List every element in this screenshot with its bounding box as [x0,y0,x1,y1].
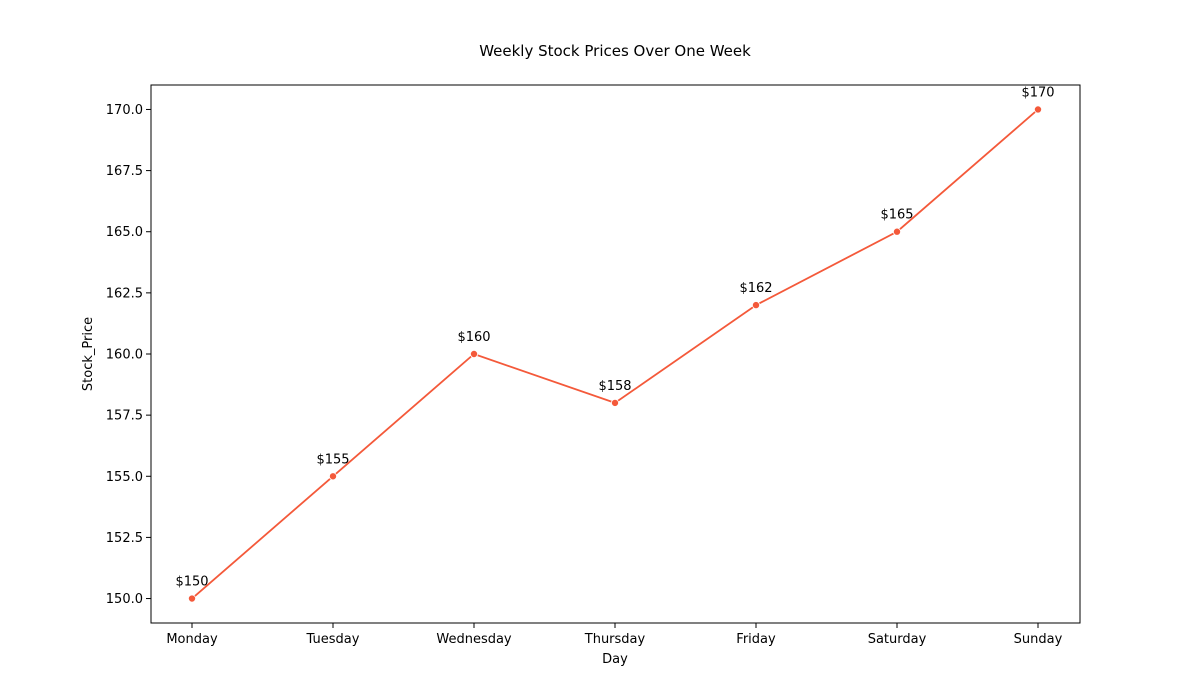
y-tick-label: 160.0 [106,348,143,363]
plot-frame [150,84,1081,624]
data-label: $165 [880,208,913,223]
x-tick-label: Sunday [1014,632,1063,647]
x-axis-title: Day [602,652,628,667]
y-tick-label: 157.5 [106,409,143,424]
y-tick-label: 165.0 [106,225,143,240]
y-tick-label: 162.5 [106,286,143,301]
chart-title: Weekly Stock Prices Over One Week [479,42,751,60]
y-tick-label: 170.0 [106,103,143,118]
plot-area: 150.0 152.5 155.0 157.5 160.0 162.5 165.0 167.5… [106,84,1081,647]
data-point [187,594,196,603]
series-line [191,108,1039,600]
y-tick-label: 152.5 [106,531,143,546]
y-tick-label: 167.5 [106,164,143,179]
data-point [752,301,761,310]
y-tick-label: 155.0 [106,470,143,485]
y-tick-label: 150.0 [106,592,143,607]
data-label: $158 [598,379,631,394]
x-tick-label: Wednesday [436,632,512,647]
x-tick-label: Tuesday [306,632,360,647]
x-tick-label: Thursday [584,632,646,647]
data-point [893,227,902,236]
data-point [469,349,478,358]
data-point [611,398,620,407]
data-point [328,472,337,481]
x-tick-label: Monday [166,632,218,647]
data-point [1034,105,1043,114]
data-label: $162 [739,281,772,296]
data-label: $155 [316,452,349,467]
data-label: $150 [175,575,208,590]
x-tick-label: Friday [736,632,776,647]
y-axis-title: Stock_Price [81,317,96,391]
x-tick-label: Saturday [868,632,927,647]
data-label: $170 [1021,85,1054,100]
data-label: $160 [457,330,490,345]
